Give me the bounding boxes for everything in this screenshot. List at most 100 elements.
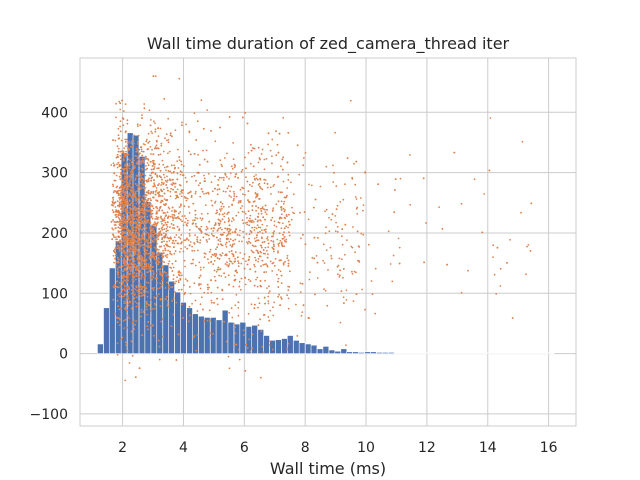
scatter-point xyxy=(364,308,366,311)
scatter-point xyxy=(138,291,141,294)
scatter-point xyxy=(271,270,274,272)
scatter-point xyxy=(118,248,121,250)
scatter-point xyxy=(159,282,162,285)
scatter-point xyxy=(121,255,124,257)
scatter-point xyxy=(171,172,173,174)
scatter-point xyxy=(287,259,290,262)
scatter-point xyxy=(143,258,146,260)
scatter-point xyxy=(481,231,484,234)
scatter-point xyxy=(119,224,121,227)
scatter-point xyxy=(178,159,181,162)
scatter-point xyxy=(170,286,172,289)
scatter-point xyxy=(163,166,166,169)
scatter-point xyxy=(128,237,131,240)
scatter-point xyxy=(251,244,254,247)
scatter-point xyxy=(132,220,135,222)
scatter-point xyxy=(129,269,132,271)
scatter-point xyxy=(308,183,310,186)
y-tick-label: 300 xyxy=(41,166,68,182)
scatter-point xyxy=(119,198,121,201)
scatter-point xyxy=(159,299,162,301)
scatter-point xyxy=(248,240,250,243)
scatter-point xyxy=(171,206,174,209)
scatter-point xyxy=(143,285,146,288)
scatter-point xyxy=(333,171,335,174)
scatter-point xyxy=(202,266,205,269)
scatter-point xyxy=(234,230,237,233)
scatter-point xyxy=(166,229,169,232)
scatter-point xyxy=(154,122,156,124)
scatter-point xyxy=(117,240,120,243)
scatter-point xyxy=(259,177,261,180)
scatter-point xyxy=(282,180,285,183)
scatter-point xyxy=(219,126,221,129)
scatter-point xyxy=(160,189,163,192)
scatter-point xyxy=(111,209,114,212)
scatter-point xyxy=(287,173,290,176)
scatter-point xyxy=(128,162,131,165)
scatter-point xyxy=(249,183,251,186)
scatter-point xyxy=(112,298,115,301)
scatter-point xyxy=(257,161,260,164)
scatter-point xyxy=(123,284,126,287)
scatter-point xyxy=(169,215,172,218)
histogram-bar xyxy=(524,352,531,354)
scatter-point xyxy=(151,209,154,212)
scatter-point xyxy=(112,183,114,186)
scatter-point xyxy=(130,289,133,291)
scatter-point xyxy=(210,199,213,202)
scatter-point xyxy=(128,268,131,270)
scatter-point xyxy=(330,257,333,260)
scatter-point xyxy=(116,153,119,156)
scatter-point xyxy=(234,238,237,241)
scatter-point xyxy=(249,214,252,217)
scatter-point xyxy=(300,237,302,240)
scatter-point xyxy=(122,232,125,235)
scatter-point xyxy=(273,183,276,186)
scatter-point xyxy=(148,109,151,112)
scatter-point xyxy=(387,230,390,233)
scatter-point xyxy=(164,249,167,252)
scatter-point xyxy=(213,224,216,227)
scatter-point xyxy=(308,317,310,319)
scatter-point xyxy=(224,243,227,246)
scatter-point xyxy=(142,183,145,186)
scatter-point xyxy=(232,158,235,161)
scatter-point xyxy=(119,192,122,195)
scatter-point xyxy=(226,229,229,231)
histogram-bar xyxy=(334,350,342,354)
scatter-point xyxy=(279,191,282,194)
scatter-point xyxy=(134,199,137,202)
scatter-point xyxy=(112,191,115,194)
scatter-point xyxy=(131,235,133,237)
scatter-point xyxy=(248,256,251,258)
scatter-point xyxy=(147,142,150,144)
scatter-point xyxy=(196,217,199,220)
scatter-point xyxy=(143,239,146,242)
scatter-point xyxy=(246,263,249,266)
scatter-point xyxy=(136,207,139,210)
scatter-point xyxy=(126,326,128,329)
scatter-point xyxy=(344,223,347,226)
histogram-bar xyxy=(203,317,211,354)
scatter-point xyxy=(140,315,143,318)
scatter-point xyxy=(128,231,131,234)
scatter-point xyxy=(351,273,354,275)
scatter-point xyxy=(169,132,172,135)
histogram-bar xyxy=(287,335,294,354)
scatter-point xyxy=(127,229,130,232)
scatter-point xyxy=(227,233,229,236)
scatter-point xyxy=(191,302,194,305)
scatter-point xyxy=(394,189,396,191)
scatter-point xyxy=(255,209,257,212)
scatter-point xyxy=(142,150,145,153)
scatter-point xyxy=(165,199,167,202)
scatter-point xyxy=(123,153,126,156)
scatter-point xyxy=(126,314,129,317)
scatter-point xyxy=(156,253,159,256)
scatter-point xyxy=(148,203,150,205)
scatter-point xyxy=(194,223,197,225)
scatter-point xyxy=(113,286,116,289)
scatter-point xyxy=(137,196,140,198)
scatter-point xyxy=(181,174,184,177)
